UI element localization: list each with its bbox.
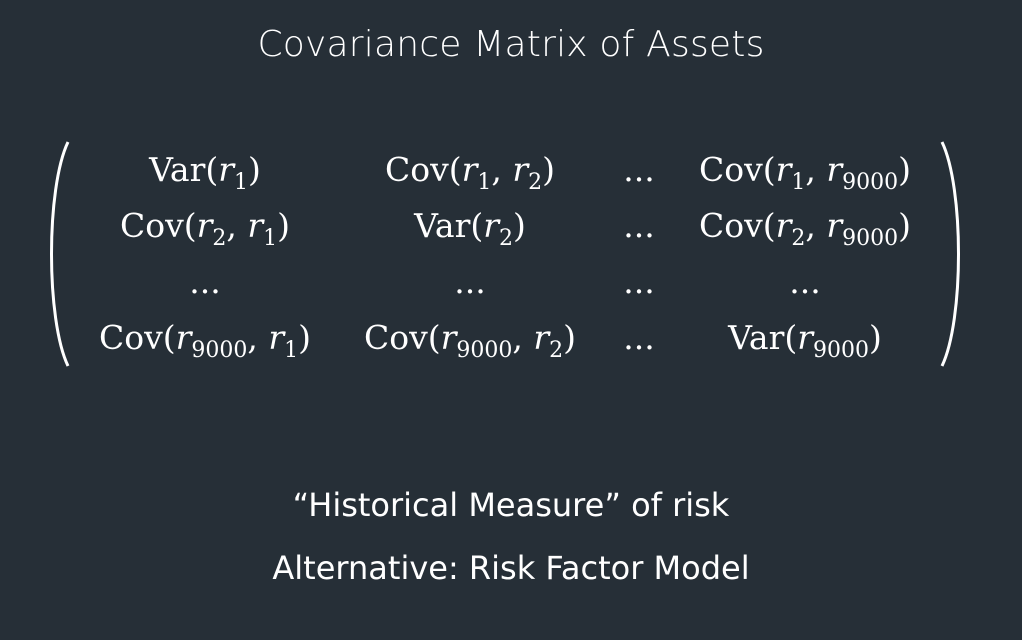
left-parenthesis bbox=[50, 141, 70, 367]
historical-measure-text: “Historical Measure” of risk bbox=[292, 486, 730, 524]
right-parenthesis bbox=[940, 141, 960, 367]
matrix-cell-3-3: Var(r9000) bbox=[728, 318, 882, 363]
matrix-cell-1-0: Cov(r2, r1) bbox=[119, 206, 291, 251]
matrix-cell-1-3: Cov(r2, r9000) bbox=[698, 206, 912, 251]
matrix-cell-0-0: Var(r1) bbox=[149, 150, 261, 195]
matrix-cell-2-0: ... bbox=[189, 262, 221, 301]
matrix-cell-0-3: Cov(r1, r9000) bbox=[698, 150, 912, 195]
matrix-cell-3-2: ... bbox=[623, 318, 655, 357]
matrix-cell-1-2: ... bbox=[623, 206, 655, 245]
matrix-cell-0-1: Cov(r1, r2) bbox=[384, 150, 556, 195]
matrix-cell-2-1: ... bbox=[454, 262, 486, 301]
matrix-cells: Var(r1) Cov(r1, r2)... Cov(r1, r9000) Cov(r… bbox=[74, 142, 938, 366]
matrix-cell-2-3: ... bbox=[789, 262, 821, 301]
matrix-cell-1-1: Var(r2) bbox=[414, 206, 526, 251]
matrix-cell-0-2: ... bbox=[623, 150, 655, 189]
matrix-cell-2-2: ... bbox=[623, 262, 655, 301]
matrix-cell-3-0: Cov(r9000, r1) bbox=[98, 318, 312, 363]
covariance-matrix: Var(r1) Cov(r1, r2)... Cov(r1, r9000) Cov(r… bbox=[40, 138, 970, 370]
slide-title: Covariance Matrix of Assets bbox=[257, 24, 765, 65]
alternative-model-text: Alternative: Risk Factor Model bbox=[272, 549, 750, 587]
matrix-cell-3-1: Cov(r9000, r2) bbox=[363, 318, 577, 363]
